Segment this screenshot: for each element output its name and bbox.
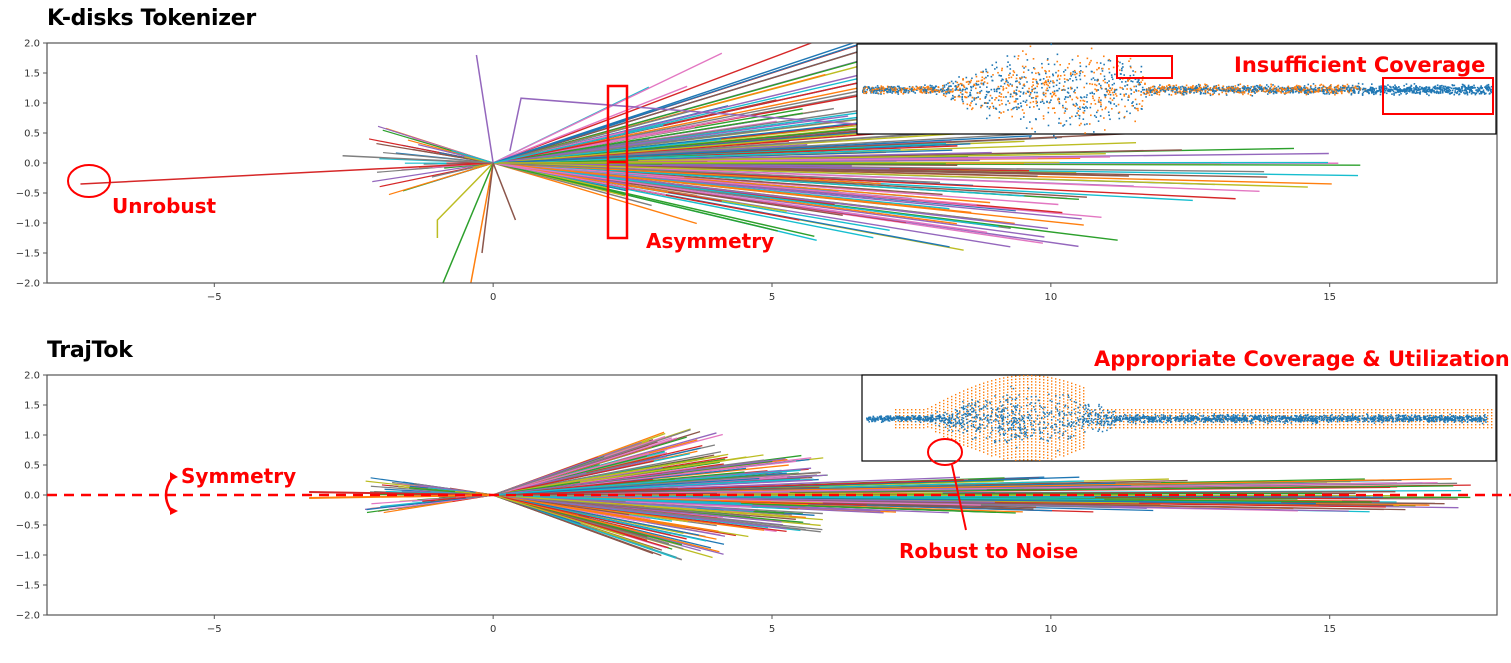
panel-title-trajtok: TrajTok xyxy=(47,338,133,363)
annotation-symmetry: Symmetry xyxy=(181,464,296,488)
pointer-line xyxy=(951,464,967,531)
y-tick-label: −2.0 xyxy=(16,611,40,622)
y-tick-label: 1.0 xyxy=(24,99,40,110)
circle-marker xyxy=(67,164,111,198)
inset-trajtok xyxy=(861,374,1497,462)
y-tick-label: 0.0 xyxy=(24,491,40,502)
x-tick-label: 5 xyxy=(769,292,775,303)
circle-marker xyxy=(927,438,963,466)
y-tick-label: 0.0 xyxy=(24,159,40,170)
annotation-appropriate: Appropriate Coverage & Utilization xyxy=(1094,347,1510,371)
annotation-asymmetry: Asymmetry xyxy=(646,229,774,253)
y-tick-label: −0.5 xyxy=(16,521,40,532)
x-tick-label: 15 xyxy=(1323,292,1336,303)
y-tick-label: −1.5 xyxy=(16,581,40,592)
x-tick-label: 0 xyxy=(490,624,496,635)
arrowhead-icon xyxy=(170,472,178,481)
y-tick-label: −1.0 xyxy=(16,219,40,230)
y-tick-label: 1.0 xyxy=(24,431,40,442)
y-tick-label: 2.0 xyxy=(24,371,40,382)
annotation-insufficient: Insufficient Coverage xyxy=(1234,53,1485,77)
y-tick-label: 1.5 xyxy=(24,401,40,412)
x-tick-label: −5 xyxy=(207,624,222,635)
highlight-box xyxy=(1116,55,1173,79)
y-tick-label: 0.5 xyxy=(24,461,40,472)
x-tick-label: 10 xyxy=(1044,624,1057,635)
plot-kdisks: −2.0 −1.5 −1.0 −0.5 0.0 0.5 1.0 1.5 2.0 −5 0 5 10 15 I… xyxy=(16,39,1498,303)
x-tick-label: 10 xyxy=(1044,292,1057,303)
annotation-unrobust: Unrobust xyxy=(112,194,217,218)
annotation-robust: Robust to Noise xyxy=(899,539,1078,563)
y-tick-label: 0.5 xyxy=(24,129,40,140)
x-tick-label: 5 xyxy=(769,624,775,635)
arrowhead-icon xyxy=(170,507,178,515)
y-tick-label: 1.5 xyxy=(24,69,40,80)
plot-trajtok: −2.0 −1.5 −1.0 −0.5 0.0 0.5 1.0 1.5 2.0 −5 0 5 10 15 A… xyxy=(16,347,1511,635)
x-tick-label: −5 xyxy=(207,292,222,303)
highlight-box xyxy=(1382,77,1494,115)
y-tick-label: −0.5 xyxy=(16,189,40,200)
inset-kdisks: Insufficient Coverage xyxy=(856,43,1497,139)
y-tick-label: −1.5 xyxy=(16,249,40,260)
y-tick-label: −1.0 xyxy=(16,551,40,562)
y-tick-label: −2.0 xyxy=(16,279,40,290)
y-tick-label: 2.0 xyxy=(24,39,40,50)
x-tick-label: 15 xyxy=(1323,624,1336,635)
panel-title-kdisks: K-disks Tokenizer xyxy=(47,6,256,31)
x-tick-label: 0 xyxy=(490,292,496,303)
